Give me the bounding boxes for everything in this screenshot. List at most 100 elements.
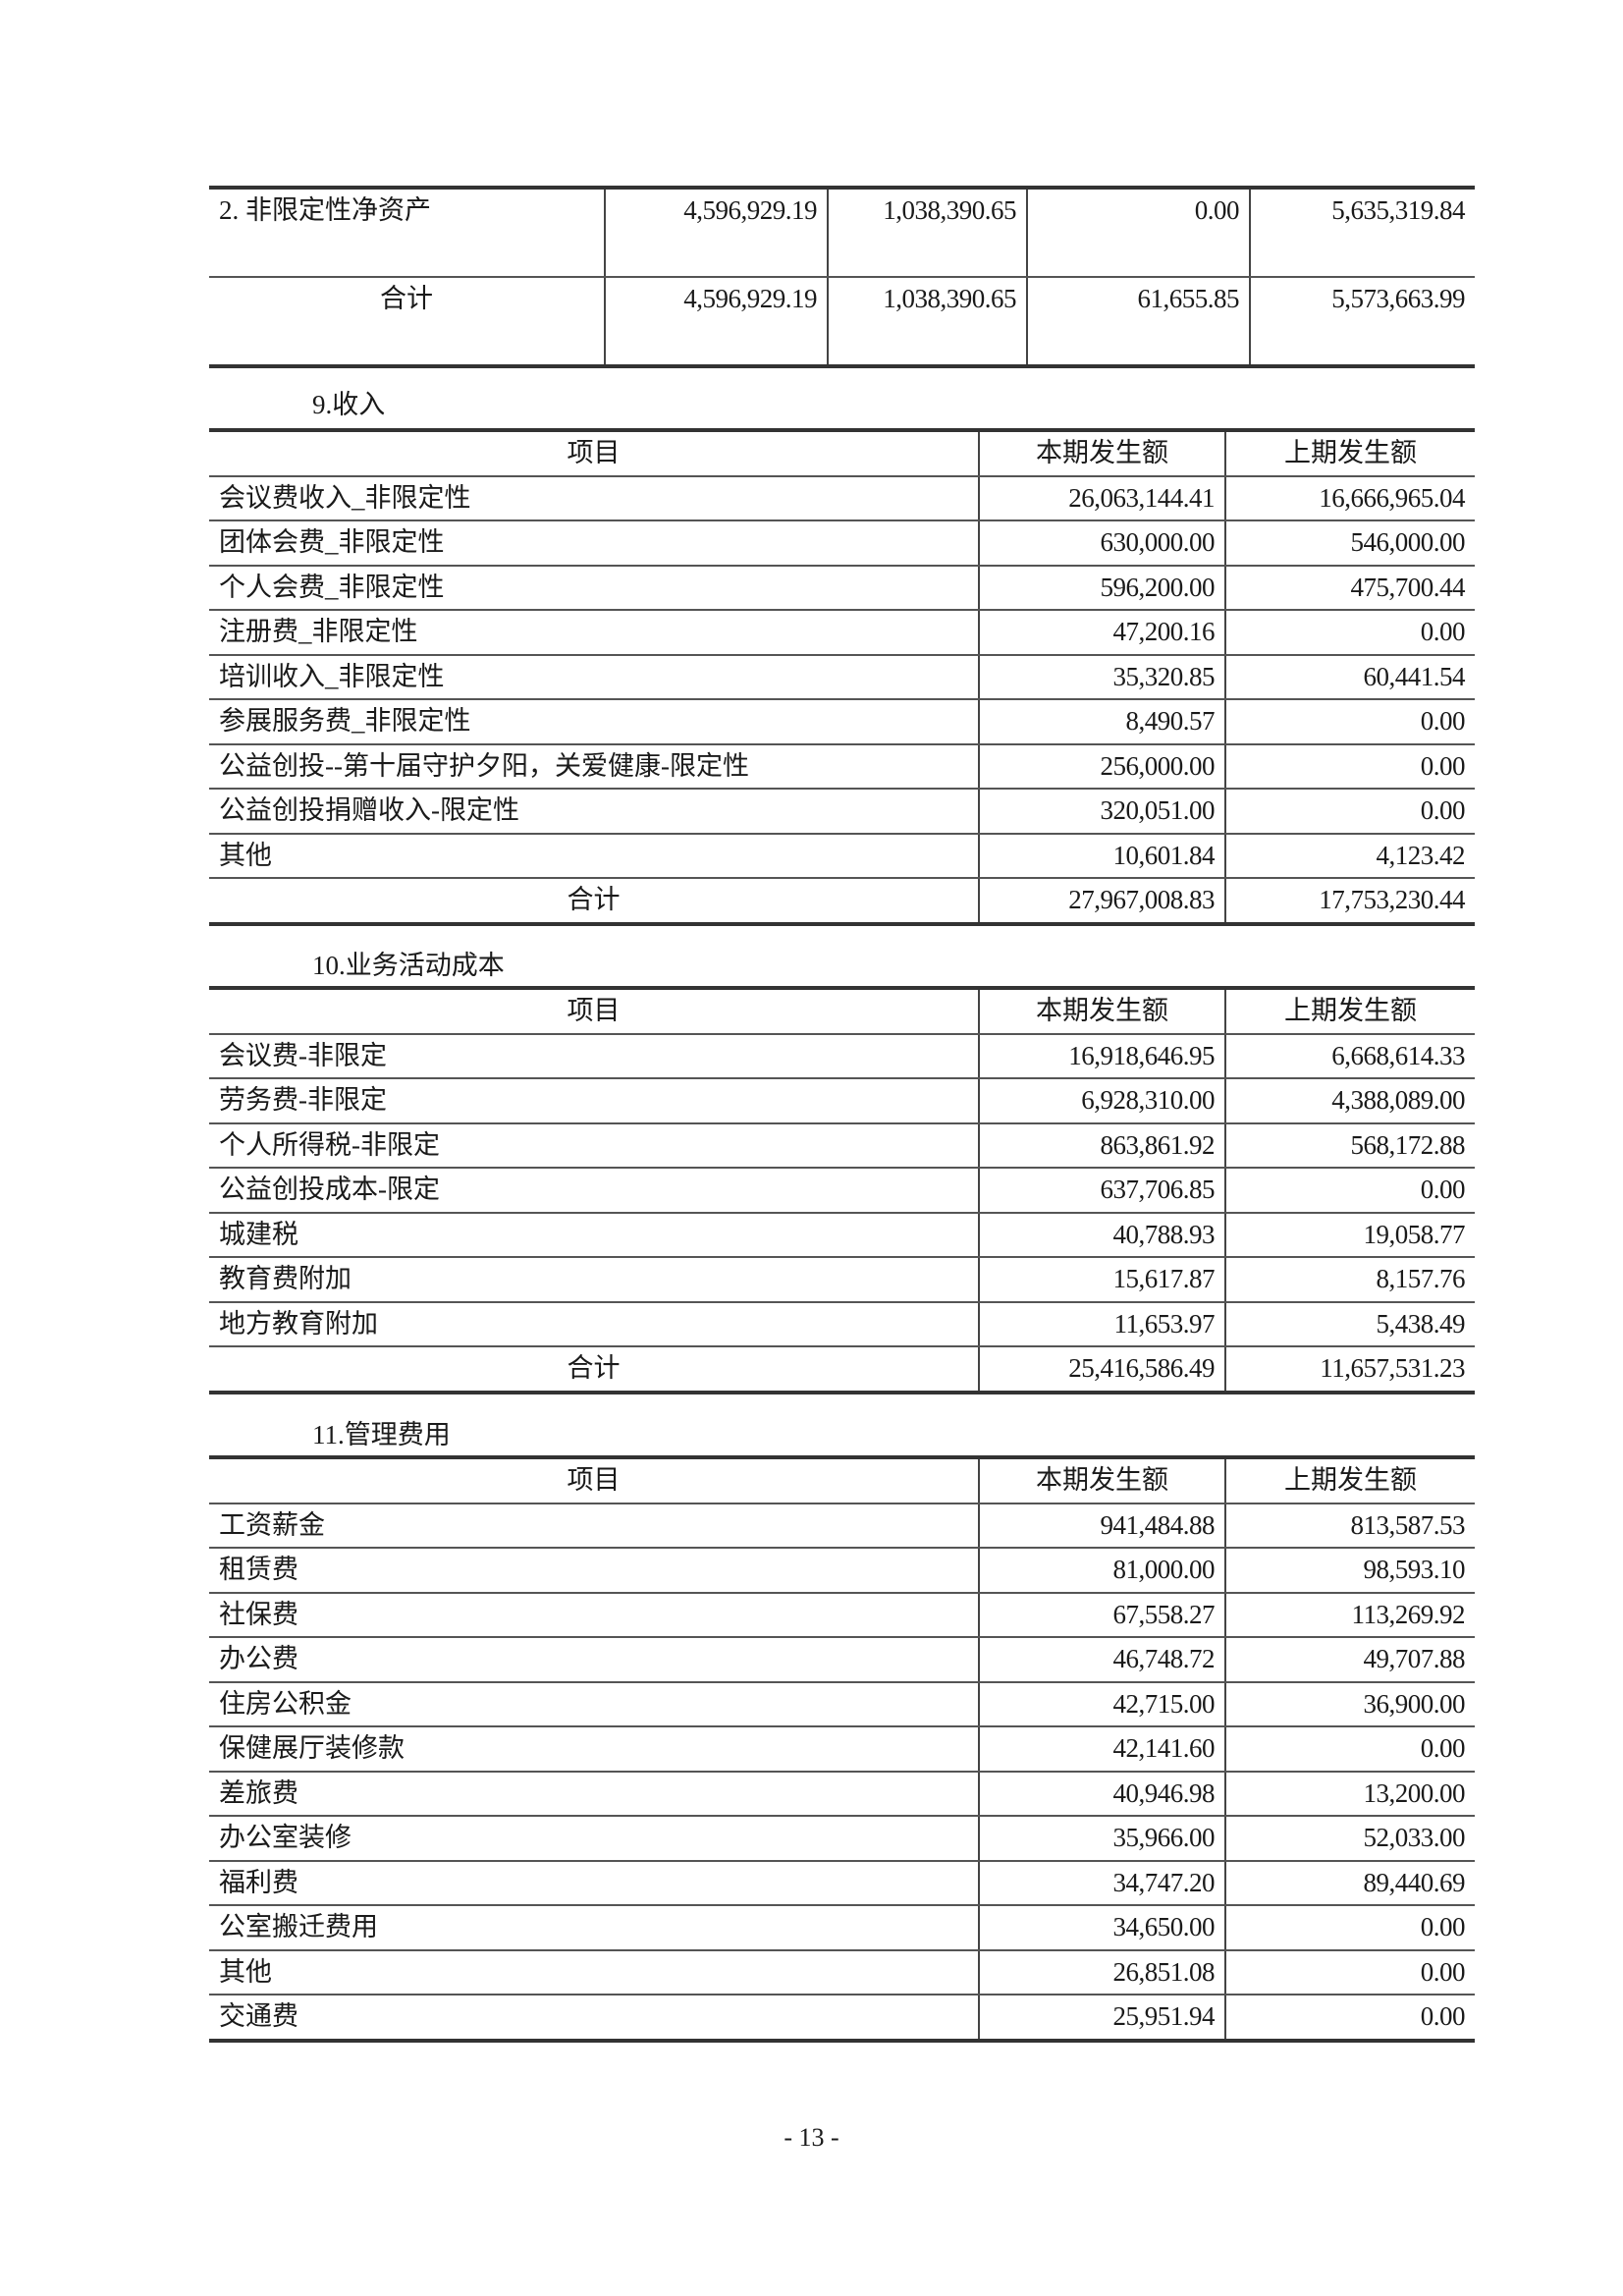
table-row: 差旅费 40,946.98 13,200.00	[209, 1771, 1475, 1817]
table-row: 城建税 40,788.93 19,058.77	[209, 1212, 1475, 1258]
column-header: 项目	[209, 428, 979, 477]
amount-cell: 6,928,310.00	[978, 1078, 1225, 1124]
item-cell: 保健展厅装修款	[209, 1726, 979, 1773]
column-header: 项目	[209, 1455, 979, 1504]
amount-cell: 4,123.42	[1224, 833, 1475, 879]
amount-cell: 52,033.00	[1224, 1816, 1475, 1862]
amount-cell: 1,038,390.65	[827, 277, 1027, 368]
column-header: 上期发生额	[1224, 986, 1475, 1035]
total-amount: 27,967,008.83	[978, 878, 1225, 926]
amount-cell: 67,558.27	[978, 1592, 1225, 1638]
table-row: 办公费 46,748.72 49,707.88	[209, 1637, 1475, 1683]
amount-cell: 35,320.85	[978, 654, 1225, 700]
table-row: 个人会费_非限定性 596,200.00 475,700.44	[209, 565, 1475, 611]
amount-cell: 0.00	[1224, 789, 1475, 835]
amount-cell: 19,058.77	[1224, 1212, 1475, 1258]
table-row: 公益创投--第十届守护夕阳，关爱健康-限定性 256,000.00 0.00	[209, 743, 1475, 790]
table-row: 地方教育附加 11,653.97 5,438.49	[209, 1301, 1475, 1347]
amount-cell: 36,900.00	[1224, 1681, 1475, 1727]
item-cell: 租赁费	[209, 1548, 979, 1594]
table-row: 劳务费-非限定 6,928,310.00 4,388,089.00	[209, 1078, 1475, 1124]
total-row: 合计 27,967,008.83 17,753,230.44	[209, 878, 1475, 926]
amount-cell: 0.00	[1224, 743, 1475, 790]
item-cell: 公益创投捐赠收入-限定性	[209, 789, 979, 835]
total-amount: 17,753,230.44	[1224, 878, 1475, 926]
item-cell: 其他	[209, 833, 979, 879]
total-row: 合计 4,596,929.19 1,038,390.65 61,655.85 5,573…	[209, 277, 1475, 368]
item-cell: 住房公积金	[209, 1681, 979, 1727]
amount-cell: 5,635,319.84	[1249, 186, 1475, 278]
amount-cell: 4,596,929.19	[604, 277, 828, 368]
column-header: 本期发生额	[978, 428, 1225, 477]
table-row: 会议费收入_非限定性 26,063,144.41 16,666,965.04	[209, 475, 1475, 521]
total-amount: 11,657,531.23	[1224, 1346, 1475, 1394]
header-row: 项目 本期发生额 上期发生额	[209, 986, 1475, 1035]
amount-cell: 113,269.92	[1224, 1592, 1475, 1638]
table-row: 公益创投成本-限定 637,706.85 0.00	[209, 1168, 1475, 1214]
amount-cell: 0.00	[1026, 186, 1250, 278]
amount-cell: 0.00	[1224, 1726, 1475, 1773]
table-row: 社保费 67,558.27 113,269.92	[209, 1592, 1475, 1638]
item-cell: 公益创投--第十届守护夕阳，关爱健康-限定性	[209, 743, 979, 790]
item-cell: 公室搬迁费用	[209, 1905, 979, 1951]
column-header: 上期发生额	[1224, 428, 1475, 477]
amount-cell: 34,650.00	[978, 1905, 1225, 1951]
item-cell: 办公费	[209, 1637, 979, 1683]
amount-cell: 98,593.10	[1224, 1548, 1475, 1594]
amount-cell: 15,617.87	[978, 1257, 1225, 1303]
column-header: 上期发生额	[1224, 1455, 1475, 1504]
table-row: 公益创投捐赠收入-限定性 320,051.00 0.00	[209, 789, 1475, 835]
table-row: 其他 10,601.84 4,123.42	[209, 833, 1475, 879]
item-cell: 会议费收入_非限定性	[209, 475, 979, 521]
table-row: 培训收入_非限定性 35,320.85 60,441.54	[209, 654, 1475, 700]
amount-cell: 81,000.00	[978, 1548, 1225, 1594]
amount-cell: 320,051.00	[978, 789, 1225, 835]
total-label: 合计	[209, 1346, 979, 1394]
column-header: 本期发生额	[978, 986, 1225, 1035]
amount-cell: 546,000.00	[1224, 520, 1475, 567]
amount-cell: 26,851.08	[978, 1949, 1225, 1995]
amount-cell: 25,951.94	[978, 1995, 1225, 2043]
amount-cell: 256,000.00	[978, 743, 1225, 790]
amount-cell: 34,747.20	[978, 1860, 1225, 1906]
amount-cell: 0.00	[1224, 1949, 1475, 1995]
item-cell: 2. 非限定性净资产	[209, 186, 605, 278]
table-row: 个人所得税-非限定 863,861.92 568,172.88	[209, 1122, 1475, 1169]
table-row: 住房公积金 42,715.00 36,900.00	[209, 1681, 1475, 1727]
amount-cell: 8,490.57	[978, 699, 1225, 745]
header-row: 项目 本期发生额 上期发生额	[209, 1455, 1475, 1504]
amount-cell: 61,655.85	[1026, 277, 1250, 368]
header-row: 项目 本期发生额 上期发生额	[209, 428, 1475, 477]
amount-cell: 4,388,089.00	[1224, 1078, 1475, 1124]
table-row: 2. 非限定性净资产 4,596,929.19 1,038,390.65 0.00 5,…	[209, 186, 1475, 278]
item-cell: 培训收入_非限定性	[209, 654, 979, 700]
admin-expense-table: 项目 本期发生额 上期发生额 工资薪金 941,484.88 813,587.53 租赁费 8…	[209, 1455, 1475, 2043]
table-row: 保健展厅装修款 42,141.60 0.00	[209, 1726, 1475, 1773]
amount-cell: 40,788.93	[978, 1212, 1225, 1258]
column-header: 本期发生额	[978, 1455, 1225, 1504]
amount-cell: 42,715.00	[978, 1681, 1225, 1727]
amount-cell: 0.00	[1224, 610, 1475, 656]
section-title-business-cost: 10.业务活动成本	[312, 951, 505, 980]
item-cell: 社保费	[209, 1592, 979, 1638]
amount-cell: 16,666,965.04	[1224, 475, 1475, 521]
table-row: 其他 26,851.08 0.00	[209, 1949, 1475, 1995]
item-cell: 城建税	[209, 1212, 979, 1258]
amount-cell: 0.00	[1224, 1995, 1475, 2043]
total-row: 合计 25,416,586.49 11,657,531.23	[209, 1346, 1475, 1394]
table-row: 租赁费 81,000.00 98,593.10	[209, 1548, 1475, 1594]
net-assets-table: 2. 非限定性净资产 4,596,929.19 1,038,390.65 0.00 5,…	[209, 186, 1475, 368]
amount-cell: 60,441.54	[1224, 654, 1475, 700]
section-title-admin-expense: 11.管理费用	[312, 1420, 451, 1449]
amount-cell: 13,200.00	[1224, 1771, 1475, 1817]
item-cell: 工资薪金	[209, 1503, 979, 1549]
total-amount: 25,416,586.49	[978, 1346, 1225, 1394]
amount-cell: 35,966.00	[978, 1816, 1225, 1862]
item-cell: 福利费	[209, 1860, 979, 1906]
amount-cell: 5,573,663.99	[1249, 277, 1475, 368]
amount-cell: 42,141.60	[978, 1726, 1225, 1773]
amount-cell: 568,172.88	[1224, 1122, 1475, 1169]
column-header: 项目	[209, 986, 979, 1035]
amount-cell: 49,707.88	[1224, 1637, 1475, 1683]
amount-cell: 47,200.16	[978, 610, 1225, 656]
